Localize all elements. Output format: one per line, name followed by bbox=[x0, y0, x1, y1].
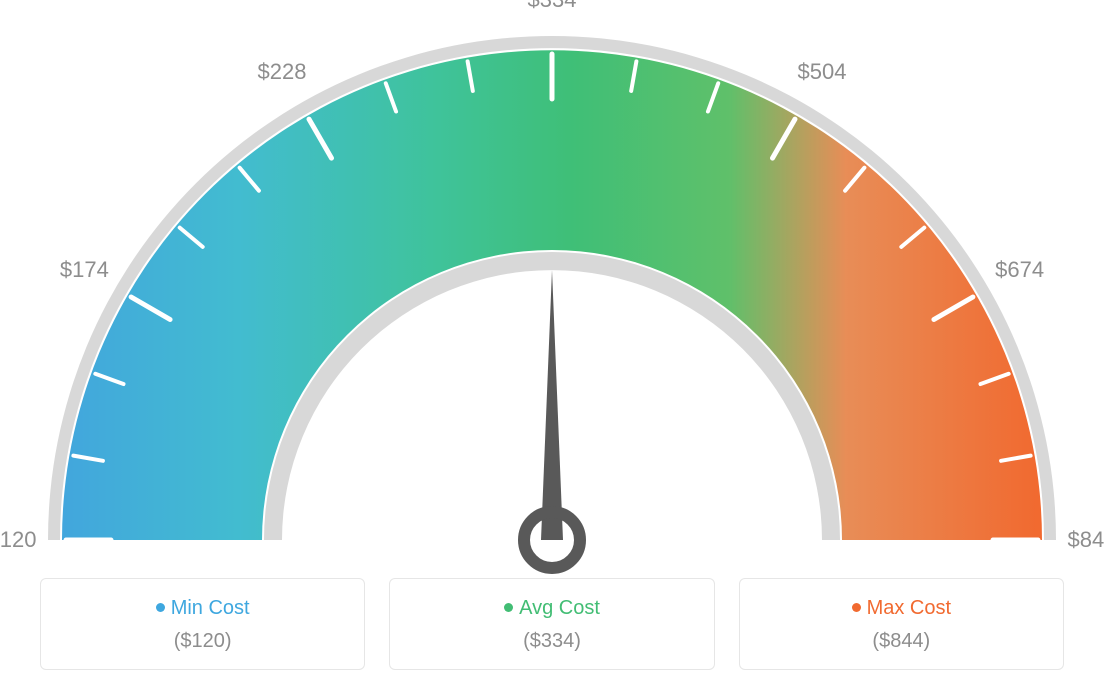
gauge-tick-label: $174 bbox=[60, 257, 109, 283]
gauge-tick-label: $120 bbox=[0, 527, 36, 553]
legend-row: Min Cost ($120) Avg Cost ($334) Max Cost… bbox=[40, 578, 1064, 670]
gauge-tick-label: $228 bbox=[258, 59, 307, 85]
dot-icon bbox=[852, 603, 861, 612]
legend-label-max: Max Cost bbox=[750, 597, 1053, 620]
legend-card-min: Min Cost ($120) bbox=[40, 578, 365, 670]
legend-label-avg: Avg Cost bbox=[400, 597, 703, 620]
legend-value-min: ($120) bbox=[51, 630, 354, 653]
legend-card-max: Max Cost ($844) bbox=[739, 578, 1064, 670]
dot-icon bbox=[156, 603, 165, 612]
legend-label-min: Min Cost bbox=[51, 597, 354, 620]
dot-icon bbox=[504, 603, 513, 612]
legend-label-text: Avg Cost bbox=[519, 597, 600, 619]
gauge-tick-label: $844 bbox=[1068, 527, 1104, 553]
legend-card-avg: Avg Cost ($334) bbox=[389, 578, 714, 670]
gauge-chart: $120 $174 $228 $334 $504 $674 $844 bbox=[0, 0, 1104, 575]
gauge-tick-label: $674 bbox=[995, 257, 1044, 283]
gauge-tick-label: $504 bbox=[798, 59, 847, 85]
legend-value-avg: ($334) bbox=[400, 630, 703, 653]
legend-label-text: Max Cost bbox=[867, 597, 951, 619]
legend-label-text: Min Cost bbox=[171, 597, 250, 619]
gauge-tick-label: $334 bbox=[528, 0, 577, 13]
legend-value-max: ($844) bbox=[750, 630, 1053, 653]
gauge-svg bbox=[0, 0, 1104, 575]
